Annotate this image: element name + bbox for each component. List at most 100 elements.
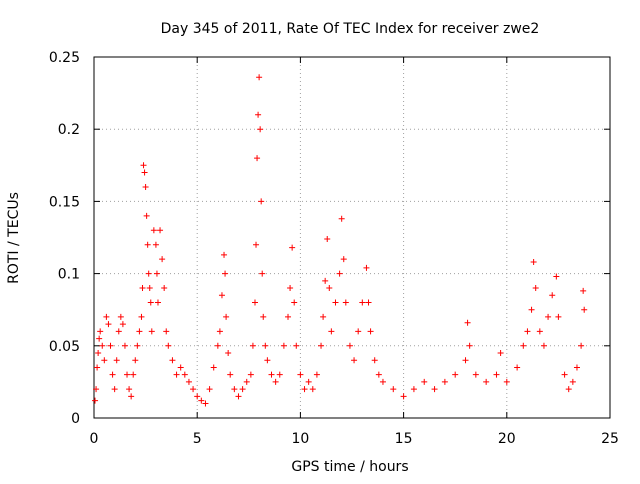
x-tick-label: 0 [90,431,99,447]
data-point [139,285,146,292]
x-tick-label: 5 [193,431,202,447]
data-point [159,256,166,263]
data-point [503,378,510,385]
data-point [130,371,137,378]
data-point [346,342,353,349]
y-tick-label: 0.25 [49,50,80,66]
data-point [530,259,537,266]
data-point [93,386,100,393]
data-point [223,313,230,320]
data-point [157,227,164,234]
data-point [532,285,539,292]
data-point [264,357,271,364]
data-point [578,342,585,349]
data-point [95,350,102,357]
y-tick-label: 0 [71,411,80,427]
data-point [581,306,588,313]
data-point [165,342,172,349]
data-point [216,328,223,335]
data-point [105,321,112,328]
chart-title: Day 345 of 2011, Rate Of TEC Index for r… [161,21,540,37]
data-point [255,111,262,118]
data-point [285,313,292,320]
data-point [514,364,521,371]
x-tick-label: 10 [291,431,309,447]
data-point [291,299,298,306]
data-point [113,357,120,364]
data-point [332,299,339,306]
data-point [190,386,197,393]
data-point [272,378,279,385]
data-point [243,378,250,385]
data-point [153,270,160,277]
data-point [221,251,228,258]
data-point [109,371,116,378]
data-point [163,328,170,335]
data-point [194,393,201,400]
data-point [483,378,490,385]
data-point [143,212,150,219]
data-point [251,299,258,306]
data-point [497,350,504,357]
data-point [371,357,378,364]
y-tick-label: 0.2 [58,122,80,138]
data-point [101,357,108,364]
data-point [561,371,568,378]
data-point [253,241,260,248]
data-point [441,378,448,385]
data-point [259,270,266,277]
data-point [410,386,417,393]
data-point [142,183,149,190]
data-point [375,371,382,378]
data-point [161,285,168,292]
plot-frame [93,56,611,419]
data-point [258,198,265,205]
data-point [320,313,327,320]
data-point [553,273,560,280]
x-axis-label: GPS time / hours [291,459,408,475]
data-point [210,364,217,371]
data-point [293,342,300,349]
data-point [140,162,147,169]
data-point [297,371,304,378]
data-point [472,371,479,378]
data-point [313,371,320,378]
data-point [342,299,349,306]
data-point [351,357,358,364]
data-point [134,342,141,349]
data-point [287,285,294,292]
data-point [249,342,256,349]
data-point [218,292,225,299]
data-point [92,397,99,404]
data-point [99,342,106,349]
data-point [305,378,312,385]
data-point [119,321,126,328]
y-axis-label: ROTI / TECUs [6,192,22,284]
data-point [573,364,580,371]
data-point [569,378,576,385]
data-point [280,342,287,349]
data-point [96,335,103,342]
data-point [138,313,145,320]
y-tick-label: 0.05 [49,339,80,355]
data-point [309,386,316,393]
x-tick-label: 20 [498,431,516,447]
data-point [225,350,232,357]
data-point [256,74,263,81]
data-point [367,328,374,335]
data-point [462,357,469,364]
data-point [214,342,221,349]
data-point [121,342,128,349]
data-point [324,235,331,242]
data-point [126,386,133,393]
data-point [117,313,124,320]
data-point [336,270,343,277]
data-point [318,342,325,349]
data-point [136,328,143,335]
data-point [148,328,155,335]
data-point [400,393,407,400]
data-point [141,169,148,176]
data-point [549,292,556,299]
